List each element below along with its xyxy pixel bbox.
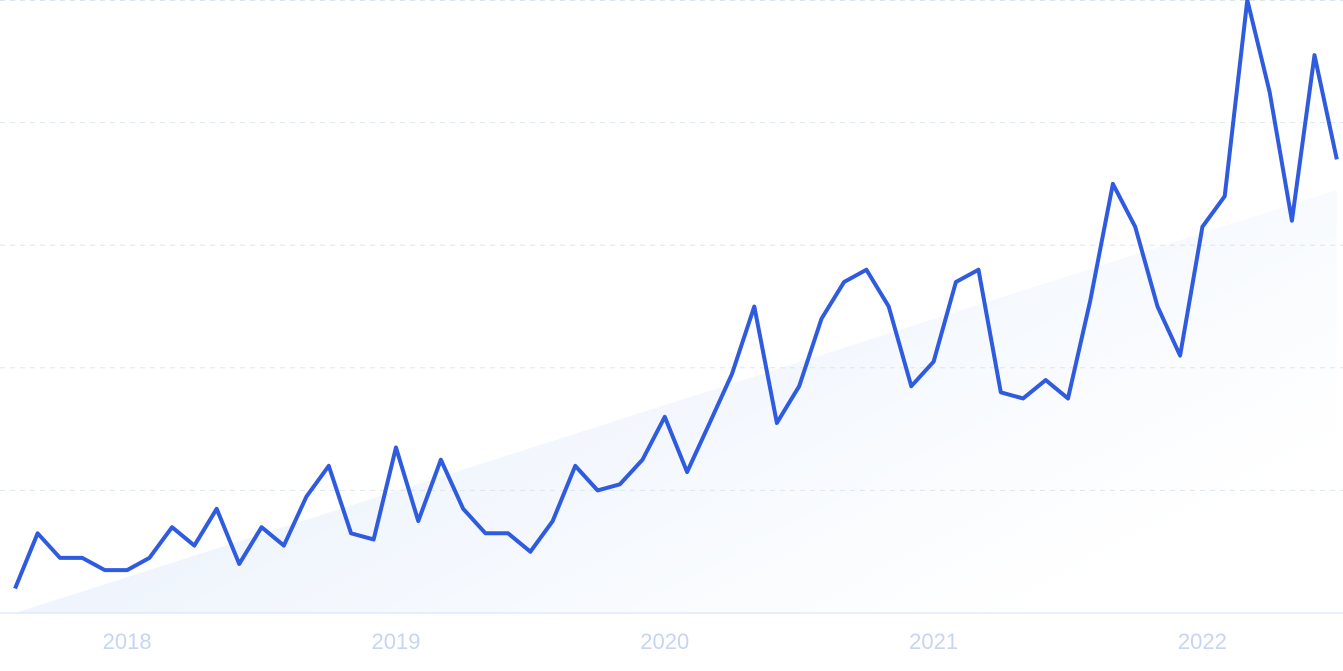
x-tick-label: 2019 — [371, 629, 420, 654]
x-tick-label: 2020 — [640, 629, 689, 654]
x-tick-label: 2021 — [909, 629, 958, 654]
line — [13, 0, 1339, 590]
trend-area — [15, 190, 1337, 613]
x-tick-label: 2022 — [1178, 629, 1227, 654]
x-tick-label: 2018 — [103, 629, 152, 654]
